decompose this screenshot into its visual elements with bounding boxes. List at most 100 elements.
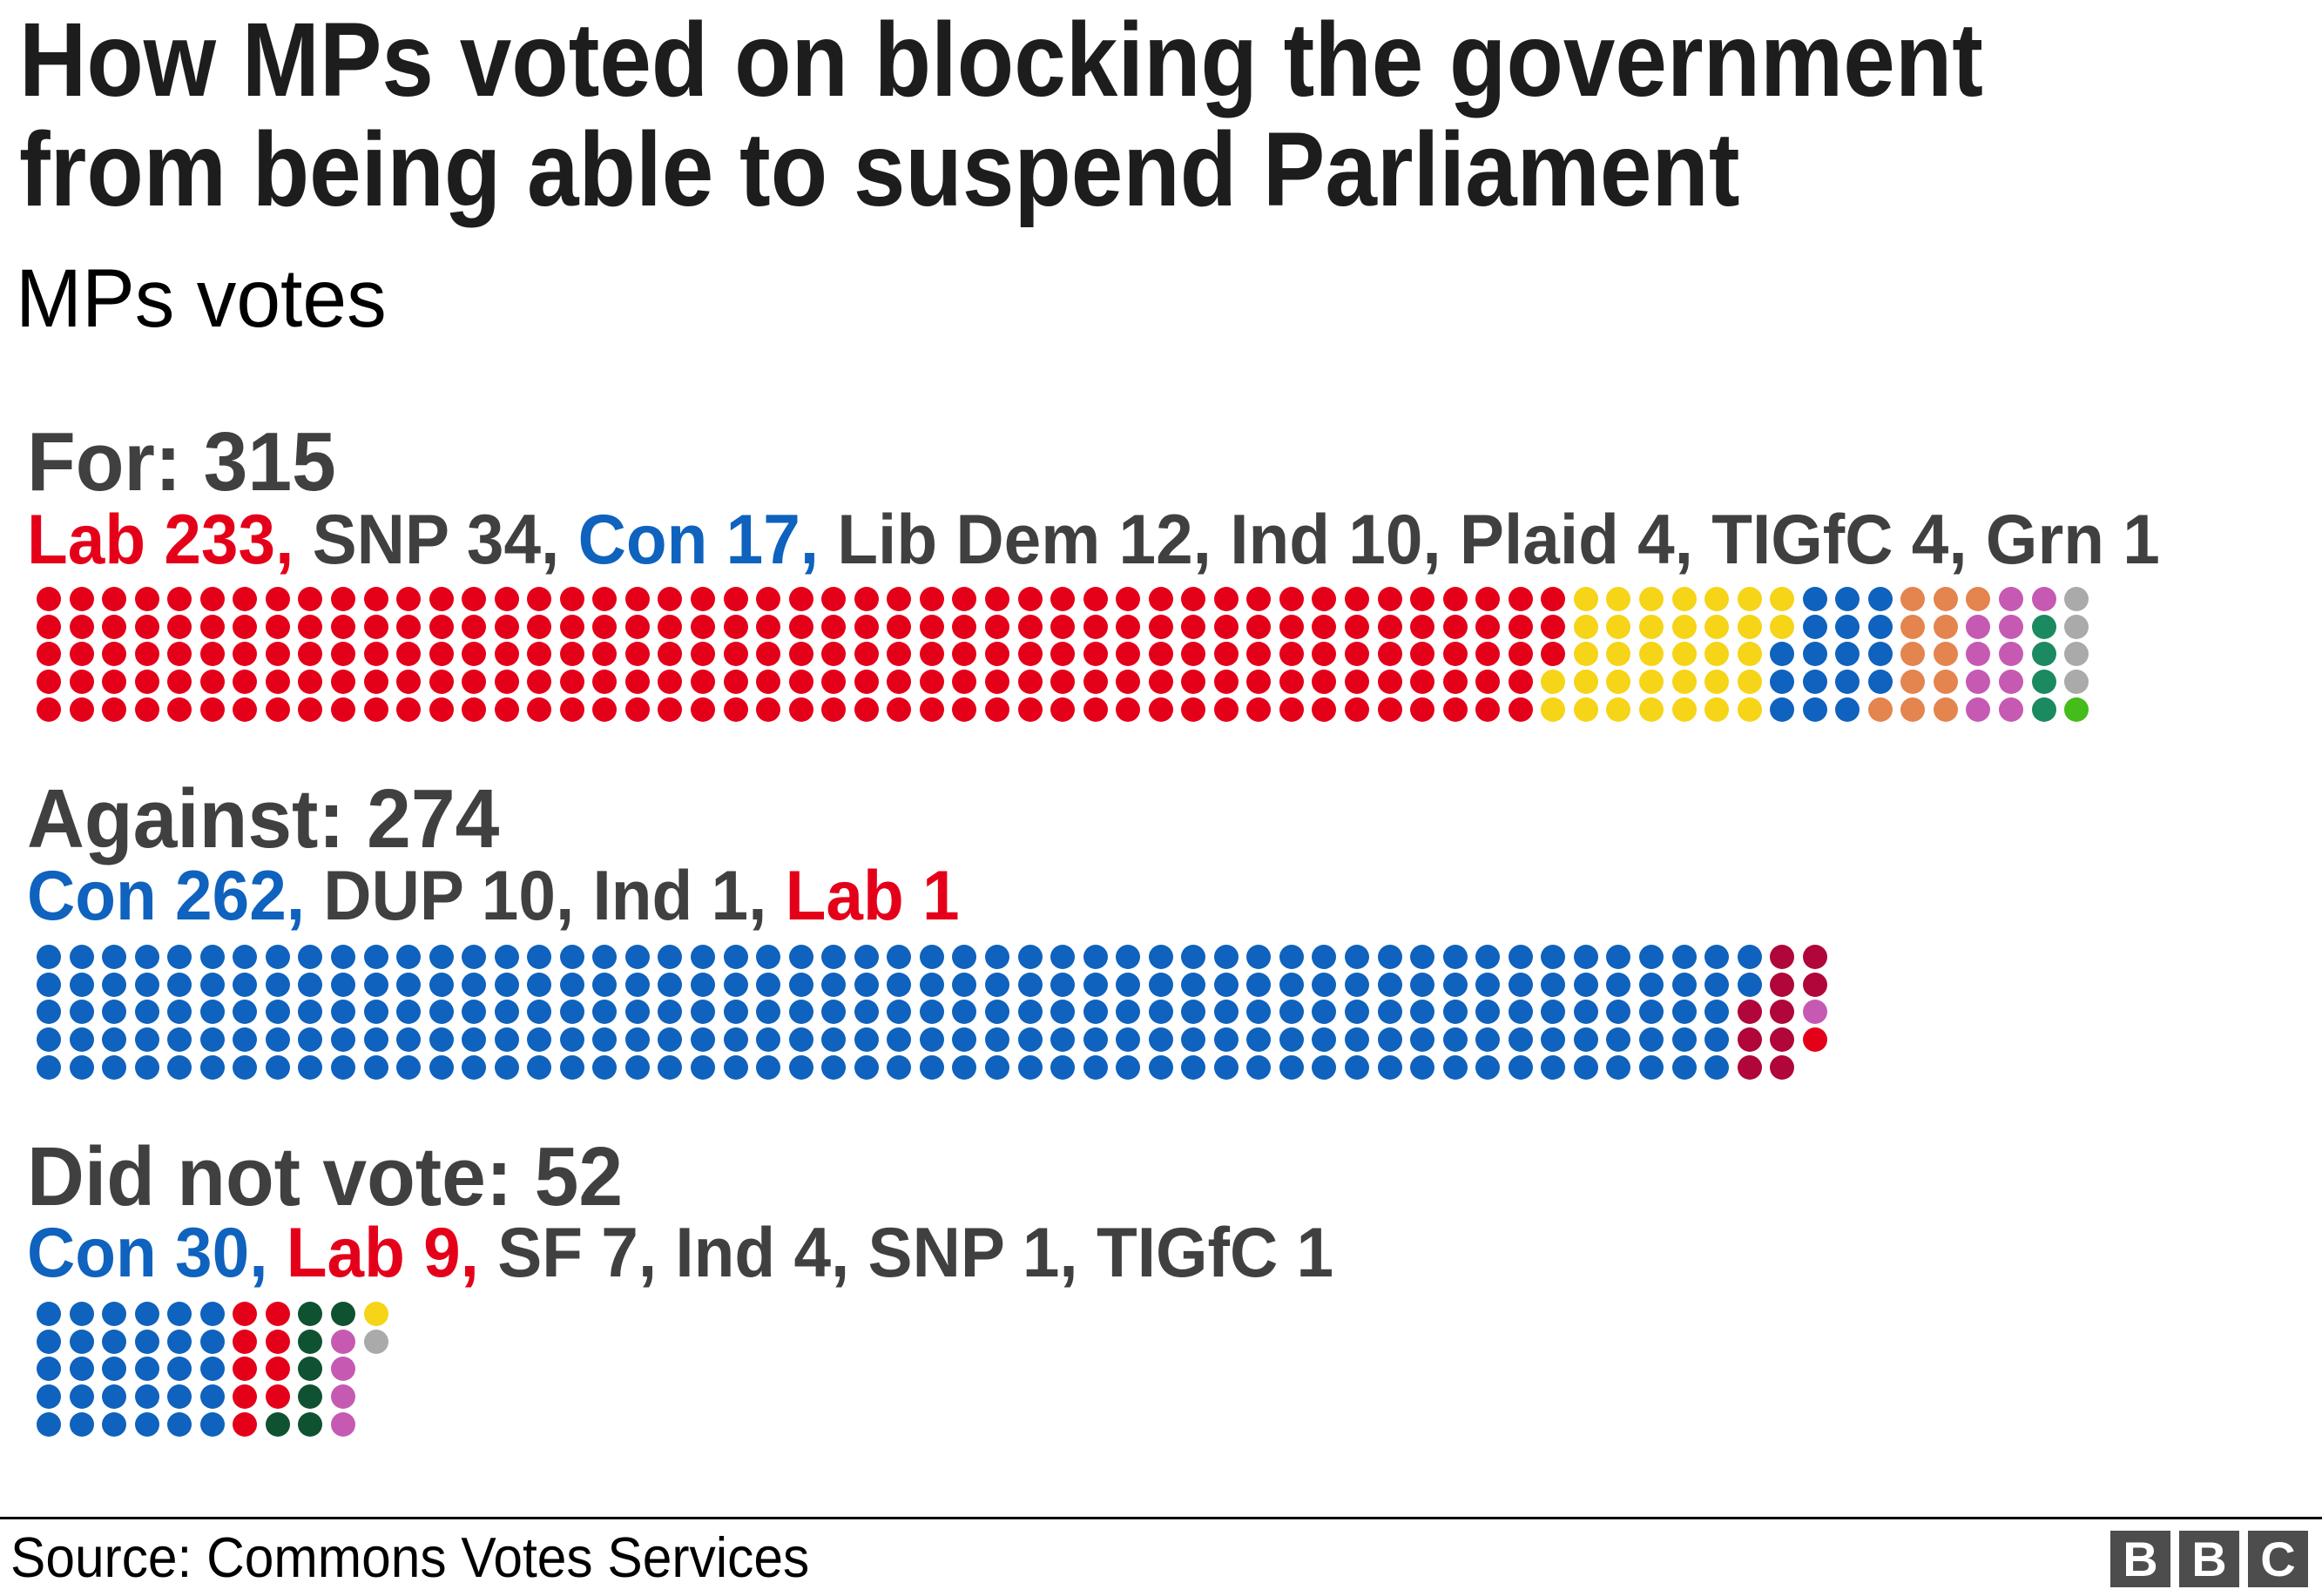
mp-dot-con	[1508, 945, 1533, 969]
mp-dot-con	[723, 1027, 748, 1053]
mp-dot-con	[199, 1000, 225, 1025]
mp-dot-lab	[1116, 587, 1141, 611]
mp-dot-lab	[199, 642, 225, 667]
mp-dot-con	[199, 1054, 225, 1080]
mp-dot-lab	[37, 614, 61, 639]
mp-dot-con	[69, 1357, 94, 1382]
mp-dot-con	[1770, 670, 1795, 695]
mp-dot-lab	[1377, 670, 1402, 695]
mp-dot-lab	[1083, 642, 1108, 667]
mp-dot-con	[1410, 1027, 1435, 1053]
mp-dot-lab	[952, 697, 977, 722]
mp-dot-lab	[527, 642, 552, 667]
mp-dot-con	[363, 1027, 388, 1053]
mp-dot-lab	[658, 587, 683, 611]
mp-dot-con	[265, 945, 290, 969]
mp-dot-lab	[1312, 642, 1337, 667]
mp-dot-lab	[1148, 670, 1173, 695]
mp-dot-con	[1802, 642, 1827, 667]
mp-dot-snp	[1737, 642, 1762, 667]
mp-dot-snp	[363, 1302, 388, 1326]
mp-dot-con	[887, 1054, 912, 1080]
bbc-logo: B B C	[2110, 1531, 2308, 1587]
mp-dot-lab	[1279, 614, 1304, 639]
mp-dot-con	[69, 1329, 94, 1354]
mp-dot-con	[821, 1000, 847, 1025]
mp-dot-con	[952, 1027, 977, 1053]
mp-dot-lab	[1312, 697, 1337, 722]
mp-dot-lab	[821, 670, 847, 695]
mp-dot-lab	[756, 614, 781, 639]
mp-dot-lab	[429, 670, 454, 695]
mp-dot-con	[1410, 1000, 1435, 1025]
mp-dot-con	[199, 972, 225, 997]
mp-dot-con	[919, 945, 944, 969]
mp-dot-con	[1213, 1027, 1239, 1053]
mp-dot-dup	[1770, 1054, 1795, 1080]
mp-dot-lab	[919, 642, 944, 667]
mp-dot-lab	[1050, 697, 1076, 722]
mp-dot-con	[1835, 670, 1860, 695]
mp-dot-lab	[363, 614, 388, 639]
mp-dot-snp	[1737, 587, 1762, 611]
mp-dot-con	[756, 1054, 781, 1080]
mp-dot-ind	[330, 1329, 355, 1354]
mp-dot-lab	[1017, 587, 1043, 611]
mp-dot-lab	[199, 670, 225, 695]
mp-dot-con	[167, 972, 192, 997]
mp-dot-con	[1704, 1000, 1730, 1025]
mp-dot-dup	[1770, 1027, 1795, 1053]
mp-dot-plaid	[2031, 697, 2056, 722]
mp-dot-con	[1475, 1054, 1501, 1080]
mp-dot-lab	[37, 697, 61, 722]
mp-dot-con	[298, 945, 323, 969]
mp-dot-con	[37, 1054, 61, 1080]
mp-dot-lab	[1083, 697, 1108, 722]
mp-dot-con	[1802, 587, 1827, 611]
mp-dot-con	[887, 1000, 912, 1025]
mp-dot-con	[494, 1054, 519, 1080]
mp-dot-con	[1410, 1054, 1435, 1080]
mp-dot-con	[1246, 1027, 1272, 1053]
mp-dot-lib-dem	[1900, 614, 1926, 639]
mp-dot-con	[1345, 1054, 1369, 1080]
mp-dot-lab	[1181, 614, 1206, 639]
mp-dot-lab	[1442, 587, 1468, 611]
mp-dot-lab	[1541, 587, 1566, 611]
mp-dot-con	[1181, 972, 1206, 997]
mp-dot-con	[1704, 1054, 1730, 1080]
section-heading-did-not-vote: Did not vote: 52	[27, 1130, 624, 1223]
mp-dot-con	[723, 1000, 748, 1025]
mp-dot-con	[167, 1411, 192, 1437]
mp-dot-lab	[887, 642, 912, 667]
mp-dot-snp	[1737, 670, 1762, 695]
mp-dot-lab	[363, 670, 388, 695]
mp-dot-con	[1116, 1000, 1141, 1025]
mp-dot-dup	[1770, 972, 1795, 997]
mp-dot-con	[1541, 1054, 1566, 1080]
mp-dot-ind	[1999, 642, 2023, 667]
mp-dot-con	[298, 972, 323, 997]
mp-dot-sf	[298, 1411, 323, 1437]
mp-dot-con	[788, 945, 813, 969]
mp-dot-lab	[298, 697, 323, 722]
mp-dot-lib-dem	[1933, 587, 1958, 611]
mp-dot-con	[984, 1000, 1009, 1025]
mp-dot-lab	[723, 642, 748, 667]
mp-dot-con	[1835, 642, 1860, 667]
mp-dot-con	[854, 945, 879, 969]
mp-dot-con	[984, 1054, 1009, 1080]
mp-dot-con	[821, 1054, 847, 1080]
mp-dot-con	[1345, 945, 1369, 969]
bbc-logo-letter: C	[2248, 1531, 2308, 1587]
mp-dot-con	[788, 972, 813, 997]
mp-dot-con	[1737, 945, 1762, 969]
mp-dot-con	[1442, 1027, 1468, 1053]
mp-dot-lab	[1442, 614, 1468, 639]
mp-dot-con	[1312, 945, 1337, 969]
mp-dot-lab	[952, 587, 977, 611]
mp-dot-con	[1213, 1000, 1239, 1025]
mp-dot-con	[1246, 972, 1272, 997]
mp-dot-lab	[559, 587, 584, 611]
mp-dot-lab	[1213, 642, 1239, 667]
